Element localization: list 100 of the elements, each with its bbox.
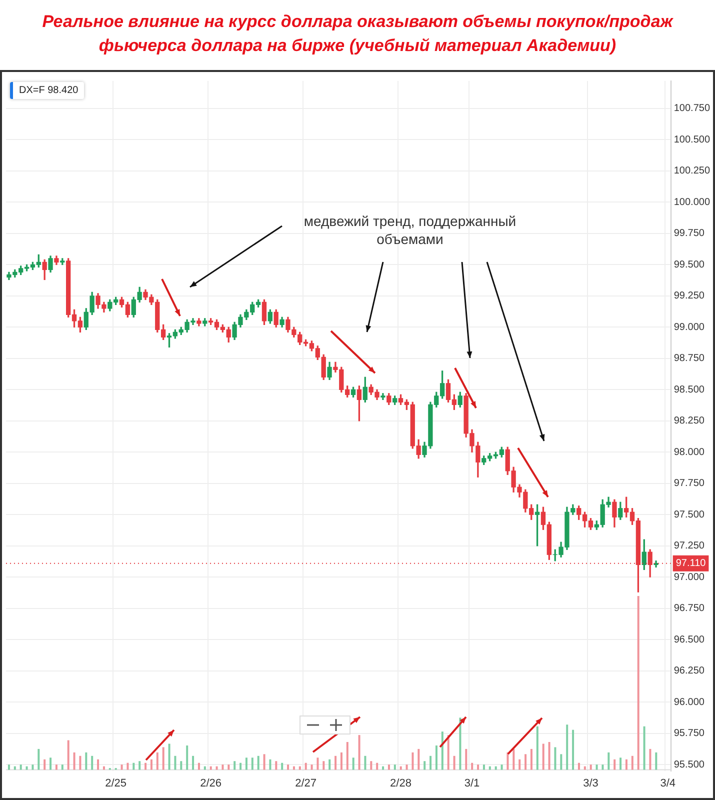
bar bbox=[120, 764, 123, 770]
bar bbox=[79, 755, 82, 770]
y-tick-label: 97.250 bbox=[674, 540, 705, 552]
bar bbox=[222, 764, 224, 770]
bar bbox=[245, 757, 248, 770]
y-tick-label: 98.000 bbox=[674, 446, 705, 458]
x-tick-label: 3/4 bbox=[660, 777, 676, 790]
ref-line-label: 97.110 bbox=[676, 558, 706, 570]
bar bbox=[168, 743, 170, 770]
y-tick-label: 96.500 bbox=[674, 634, 705, 646]
x-tick-label: 2/27 bbox=[295, 777, 316, 790]
bar bbox=[32, 764, 34, 770]
bar bbox=[560, 754, 562, 770]
bar bbox=[430, 755, 432, 770]
bar bbox=[192, 755, 194, 770]
bar bbox=[406, 764, 408, 770]
y-tick-label: 95.750 bbox=[674, 728, 705, 740]
bar bbox=[524, 754, 527, 770]
bar bbox=[334, 755, 337, 770]
bar bbox=[263, 754, 266, 770]
bar bbox=[518, 758, 521, 770]
bar bbox=[234, 760, 236, 770]
chart-title: Реальное влияние на курсс доллара оказывают объемы покупок/продаж фьючерса доллара на бирже (учебный материал Академии) bbox=[41, 11, 674, 57]
bar bbox=[144, 762, 147, 770]
annotation: медвежий тренд, поддержанный объемами bbox=[302, 212, 518, 248]
bar bbox=[73, 752, 76, 770]
y-tick-label: 100.750 bbox=[674, 103, 710, 114]
bar bbox=[85, 752, 88, 770]
bar bbox=[198, 762, 200, 770]
bar bbox=[216, 766, 218, 770]
y-tick-label: 99.250 bbox=[674, 290, 705, 302]
bar bbox=[477, 764, 480, 770]
bar bbox=[388, 764, 390, 770]
bar bbox=[257, 755, 260, 770]
bar bbox=[465, 748, 468, 770]
bar bbox=[269, 758, 272, 770]
bar bbox=[310, 764, 313, 770]
bar bbox=[8, 764, 10, 770]
bar bbox=[156, 752, 158, 770]
bar bbox=[620, 757, 622, 770]
bar bbox=[346, 742, 348, 770]
bar bbox=[637, 596, 640, 770]
bar bbox=[590, 764, 592, 770]
bar bbox=[649, 748, 652, 770]
bar bbox=[631, 755, 634, 770]
bar bbox=[394, 764, 396, 770]
bar bbox=[578, 762, 580, 770]
y-tick-label: 100.250 bbox=[674, 166, 710, 177]
bar bbox=[602, 764, 604, 770]
x-tick-label: 3/1 bbox=[464, 777, 480, 790]
bar bbox=[275, 760, 278, 770]
bar bbox=[55, 764, 58, 770]
bar bbox=[126, 762, 129, 770]
bar bbox=[26, 766, 28, 770]
bar bbox=[38, 748, 40, 770]
bar bbox=[471, 762, 474, 770]
bar bbox=[548, 742, 550, 770]
bar bbox=[488, 766, 491, 770]
bar bbox=[482, 764, 485, 770]
x-tick-label: 3/3 bbox=[583, 777, 598, 790]
annotation: DX=F 98.420 bbox=[10, 82, 84, 99]
bar bbox=[210, 766, 212, 770]
bar bbox=[453, 755, 456, 770]
bar bbox=[512, 748, 515, 770]
bar bbox=[67, 740, 70, 770]
bar bbox=[304, 762, 307, 770]
bar bbox=[584, 766, 586, 770]
bar bbox=[174, 755, 176, 770]
bar bbox=[447, 734, 450, 770]
y-tick-label: 100.500 bbox=[674, 134, 710, 146]
bar bbox=[625, 758, 628, 770]
bar bbox=[322, 760, 325, 770]
bar bbox=[132, 762, 135, 770]
bar bbox=[370, 760, 372, 770]
bar bbox=[554, 746, 556, 770]
bar bbox=[572, 729, 574, 770]
bar bbox=[228, 764, 230, 770]
y-tick-label: 100.000 bbox=[674, 196, 710, 208]
bar bbox=[418, 748, 420, 770]
bar bbox=[316, 757, 319, 770]
bar bbox=[435, 745, 438, 770]
y-tick-label: 97.000 bbox=[674, 572, 705, 583]
bar bbox=[97, 758, 100, 770]
bar bbox=[150, 758, 152, 770]
bar bbox=[328, 758, 331, 770]
bar bbox=[506, 752, 509, 770]
y-tick-label: 97.500 bbox=[674, 509, 705, 520]
bar bbox=[61, 764, 64, 770]
bar bbox=[608, 752, 610, 770]
bar bbox=[376, 762, 378, 770]
bar bbox=[424, 760, 426, 770]
y-tick-label: 97.750 bbox=[674, 478, 705, 490]
bar bbox=[566, 724, 568, 770]
bar bbox=[358, 734, 360, 770]
bar bbox=[138, 760, 141, 770]
bar bbox=[240, 762, 242, 770]
bar bbox=[441, 731, 444, 770]
y-tick-label: 99.500 bbox=[674, 259, 705, 270]
y-tick-label: 98.750 bbox=[674, 353, 705, 364]
y-tick-label: 99.750 bbox=[674, 228, 705, 240]
